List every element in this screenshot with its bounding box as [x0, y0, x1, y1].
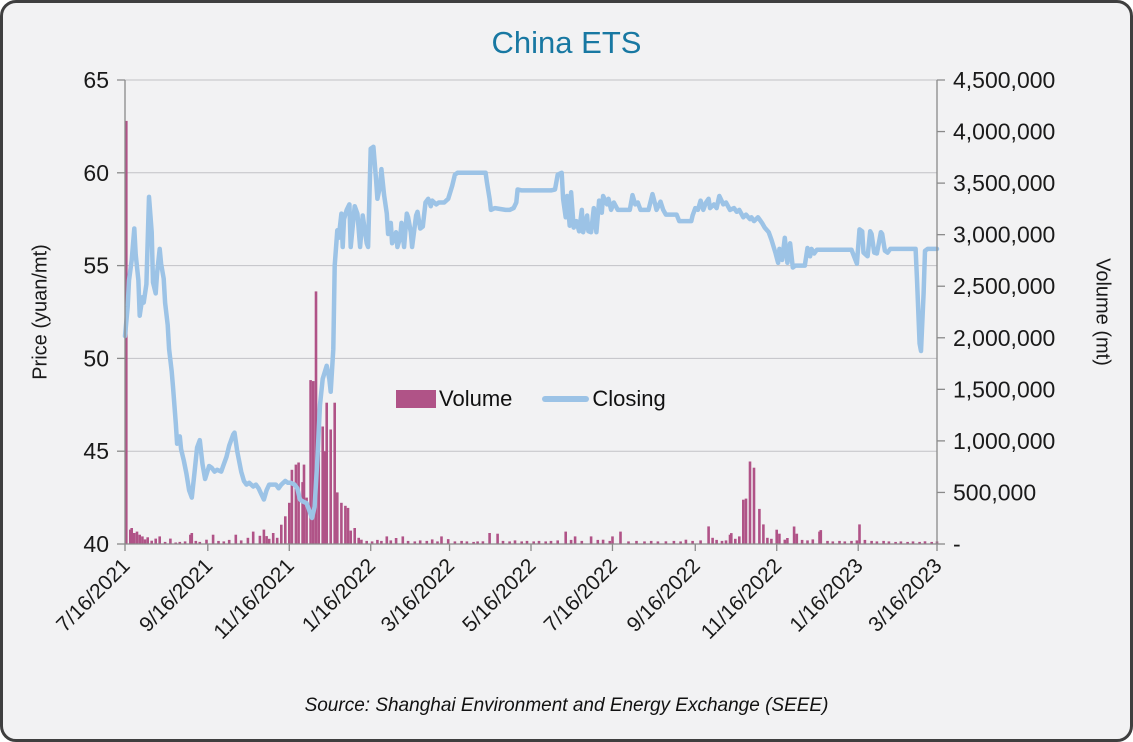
y-axis-left-title: Price (yuan/mt) — [29, 244, 52, 380]
svg-text:7/16/2021: 7/16/2021 — [52, 554, 134, 636]
svg-text:9/16/2022: 9/16/2022 — [623, 554, 705, 636]
svg-text:11/16/2022: 11/16/2022 — [697, 554, 786, 643]
svg-text:1/16/2022: 1/16/2022 — [298, 554, 380, 636]
grid-lines — [125, 79, 937, 545]
svg-text:9/16/2021: 9/16/2021 — [135, 554, 217, 636]
axis-lines — [124, 80, 938, 545]
y-axis-left-labels: 65 60 55 50 45 40 — [83, 67, 109, 557]
svg-text:11/16/2021: 11/16/2021 — [209, 554, 298, 643]
svg-text:1,500,000: 1,500,000 — [953, 376, 1055, 402]
closing-swatch-icon — [542, 396, 590, 402]
y-axis-right-title: Volume (mt) — [1091, 258, 1114, 366]
source-note: Source: Shanghai Environment and Energy … — [304, 695, 829, 716]
volume-swatch-icon — [396, 390, 436, 408]
closing-line-series — [122, 144, 940, 521]
legend: Volume Closing — [396, 386, 666, 412]
svg-text:4,000,000: 4,000,000 — [953, 119, 1055, 145]
legend-item-closing: Closing — [542, 386, 666, 412]
svg-text:1,000,000: 1,000,000 — [953, 428, 1055, 454]
svg-text:2,500,000: 2,500,000 — [953, 273, 1055, 299]
svg-text:50: 50 — [83, 345, 109, 371]
svg-text:3/16/2023: 3/16/2023 — [864, 554, 946, 636]
chart-plot-area: 65 60 55 50 45 40 4,500,000 4,000,000 3,500,000 3… — [52, 67, 1055, 644]
svg-text:500,000: 500,000 — [953, 479, 1036, 505]
svg-text:3,500,000: 3,500,000 — [953, 170, 1055, 196]
svg-text:40: 40 — [83, 531, 109, 557]
y-axis-right-labels: 4,500,000 4,000,000 3,500,000 3,000,000 2,50… — [953, 67, 1055, 557]
svg-text:45: 45 — [83, 438, 109, 464]
svg-text:4,500,000: 4,500,000 — [953, 67, 1055, 93]
volume-bars-series — [125, 120, 939, 545]
svg-text:2,000,000: 2,000,000 — [953, 325, 1055, 351]
svg-text:1/16/2023: 1/16/2023 — [785, 554, 867, 636]
svg-text:3/16/2022: 3/16/2022 — [377, 554, 459, 636]
svg-text:55: 55 — [83, 253, 109, 279]
svg-text:65: 65 — [83, 67, 109, 93]
legend-item-volume: Volume — [396, 386, 512, 412]
chart-title: China ETS — [491, 25, 642, 60]
legend-label-volume: Volume — [439, 386, 513, 411]
svg-text:-: - — [953, 531, 961, 557]
axis-tick-marks — [117, 79, 945, 551]
svg-text:3,000,000: 3,000,000 — [953, 222, 1055, 248]
svg-text:5/16/2022: 5/16/2022 — [458, 554, 540, 636]
legend-label-closing: Closing — [592, 386, 666, 411]
svg-text:60: 60 — [83, 160, 109, 186]
svg-text:7/16/2022: 7/16/2022 — [540, 554, 622, 636]
